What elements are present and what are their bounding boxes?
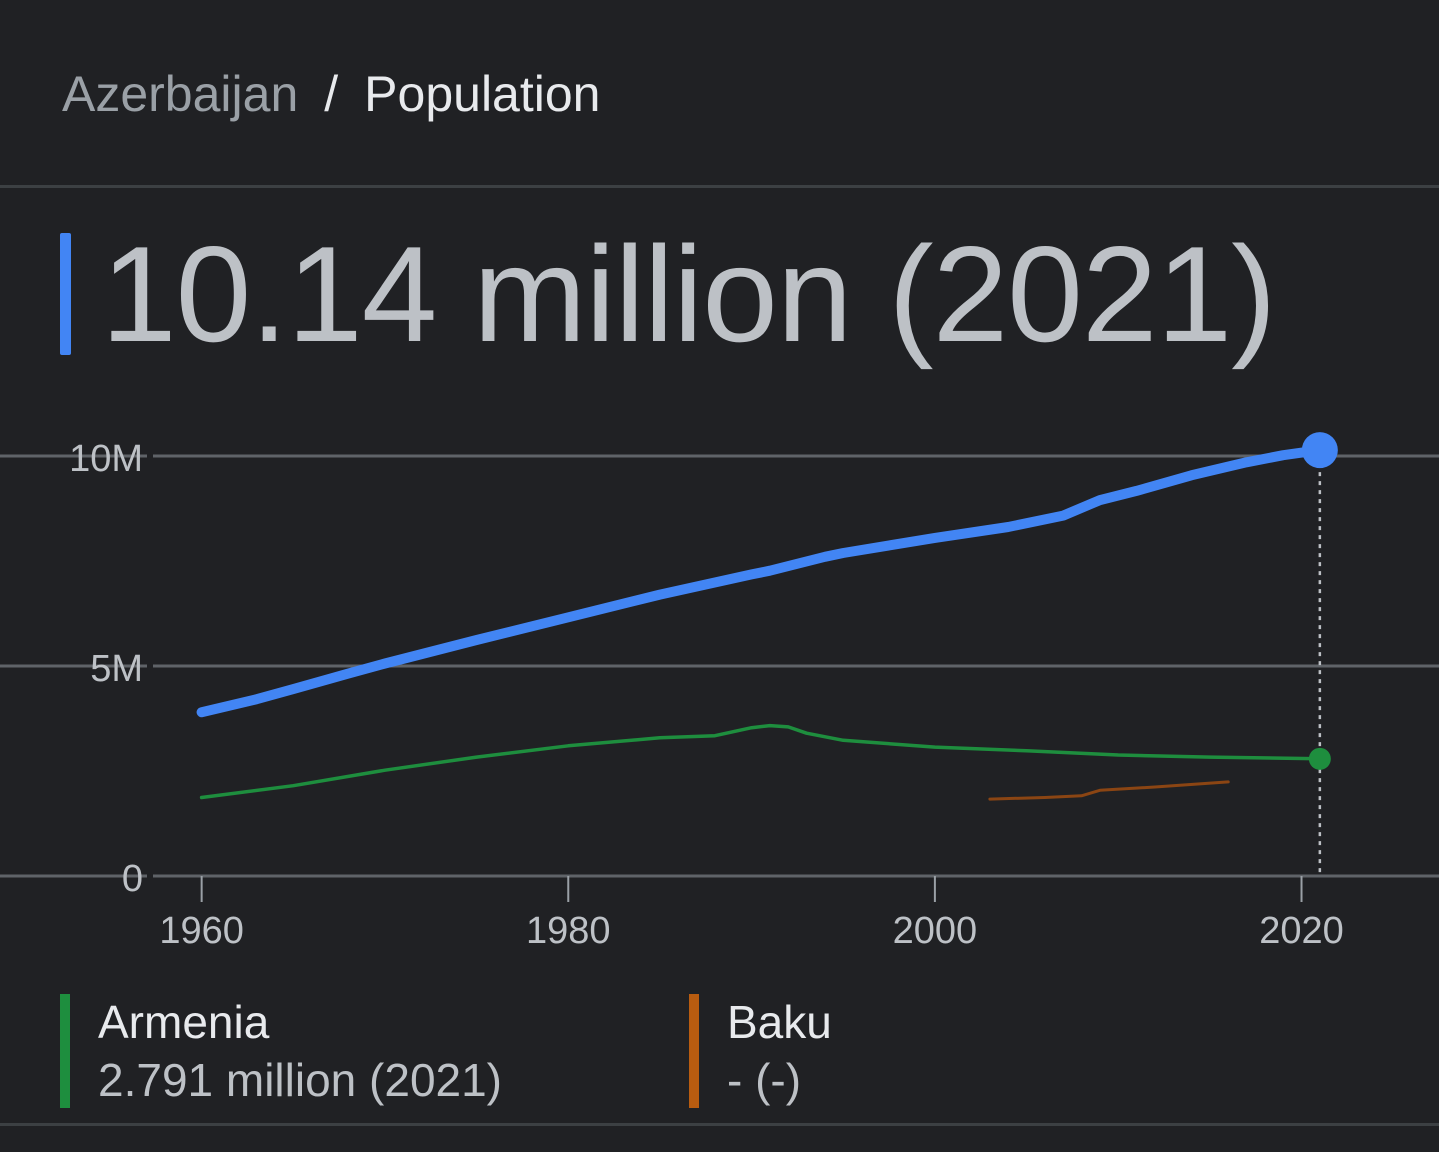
legend-name-armenia: Armenia [98, 996, 270, 1048]
footer-divider [0, 1123, 1439, 1126]
legend-value-baku: - (-) [727, 1054, 802, 1106]
legend-color-bar-baku [689, 994, 699, 1108]
x-tick-label: 2020 [1259, 910, 1344, 952]
x-tick-label: 1960 [159, 910, 244, 952]
legend-name-baku: Baku [727, 996, 832, 1048]
headline: 10.14 million (2021) [60, 218, 1276, 370]
breadcrumb-parent-link[interactable]: Azerbaijan [62, 66, 299, 122]
legend-item-baku[interactable]: Baku - (-) [689, 994, 832, 1108]
headline-accent-bar [60, 233, 71, 355]
y-tick-gap [147, 874, 153, 878]
point-marker-azerbaijan[interactable] [1301, 432, 1338, 469]
point-marker-armenia[interactable] [1308, 747, 1331, 770]
y-tick-label: 5M [90, 648, 143, 690]
x-tick-label: 2000 [893, 910, 978, 952]
y-tick-label: 10M [69, 438, 143, 480]
chart-series [196, 445, 1325, 801]
chart-x-axis: 1960 1980 2000 2020 [159, 876, 1344, 952]
series-line-armenia [199, 723, 1322, 800]
header-divider [0, 185, 1439, 188]
headline-value: 10.14 million (2021) [101, 218, 1276, 370]
series-line-azerbaijan [196, 445, 1325, 718]
breadcrumb: Azerbaijan / Population [62, 62, 600, 126]
legend-value-armenia: 2.791 million (2021) [98, 1054, 503, 1106]
chart-y-axis: 0 5M 10M [69, 438, 153, 900]
chart-gridlines [0, 454, 1439, 878]
series-line-baku [988, 780, 1230, 801]
y-tick-gap [147, 454, 153, 458]
y-tick-gap [147, 664, 153, 668]
y-tick-label: 0 [122, 858, 143, 900]
breadcrumb-current: Population [364, 66, 601, 122]
chart-markers[interactable] [1301, 432, 1338, 770]
legend-color-bar-armenia [60, 994, 70, 1108]
breadcrumb-separator: / [324, 66, 339, 122]
x-tick-label: 1980 [526, 910, 611, 952]
legend-item-armenia[interactable]: Armenia 2.791 million (2021) [60, 994, 502, 1108]
population-chart[interactable]: 1960 1980 2000 2020 0 5M 10M [0, 0, 1439, 970]
